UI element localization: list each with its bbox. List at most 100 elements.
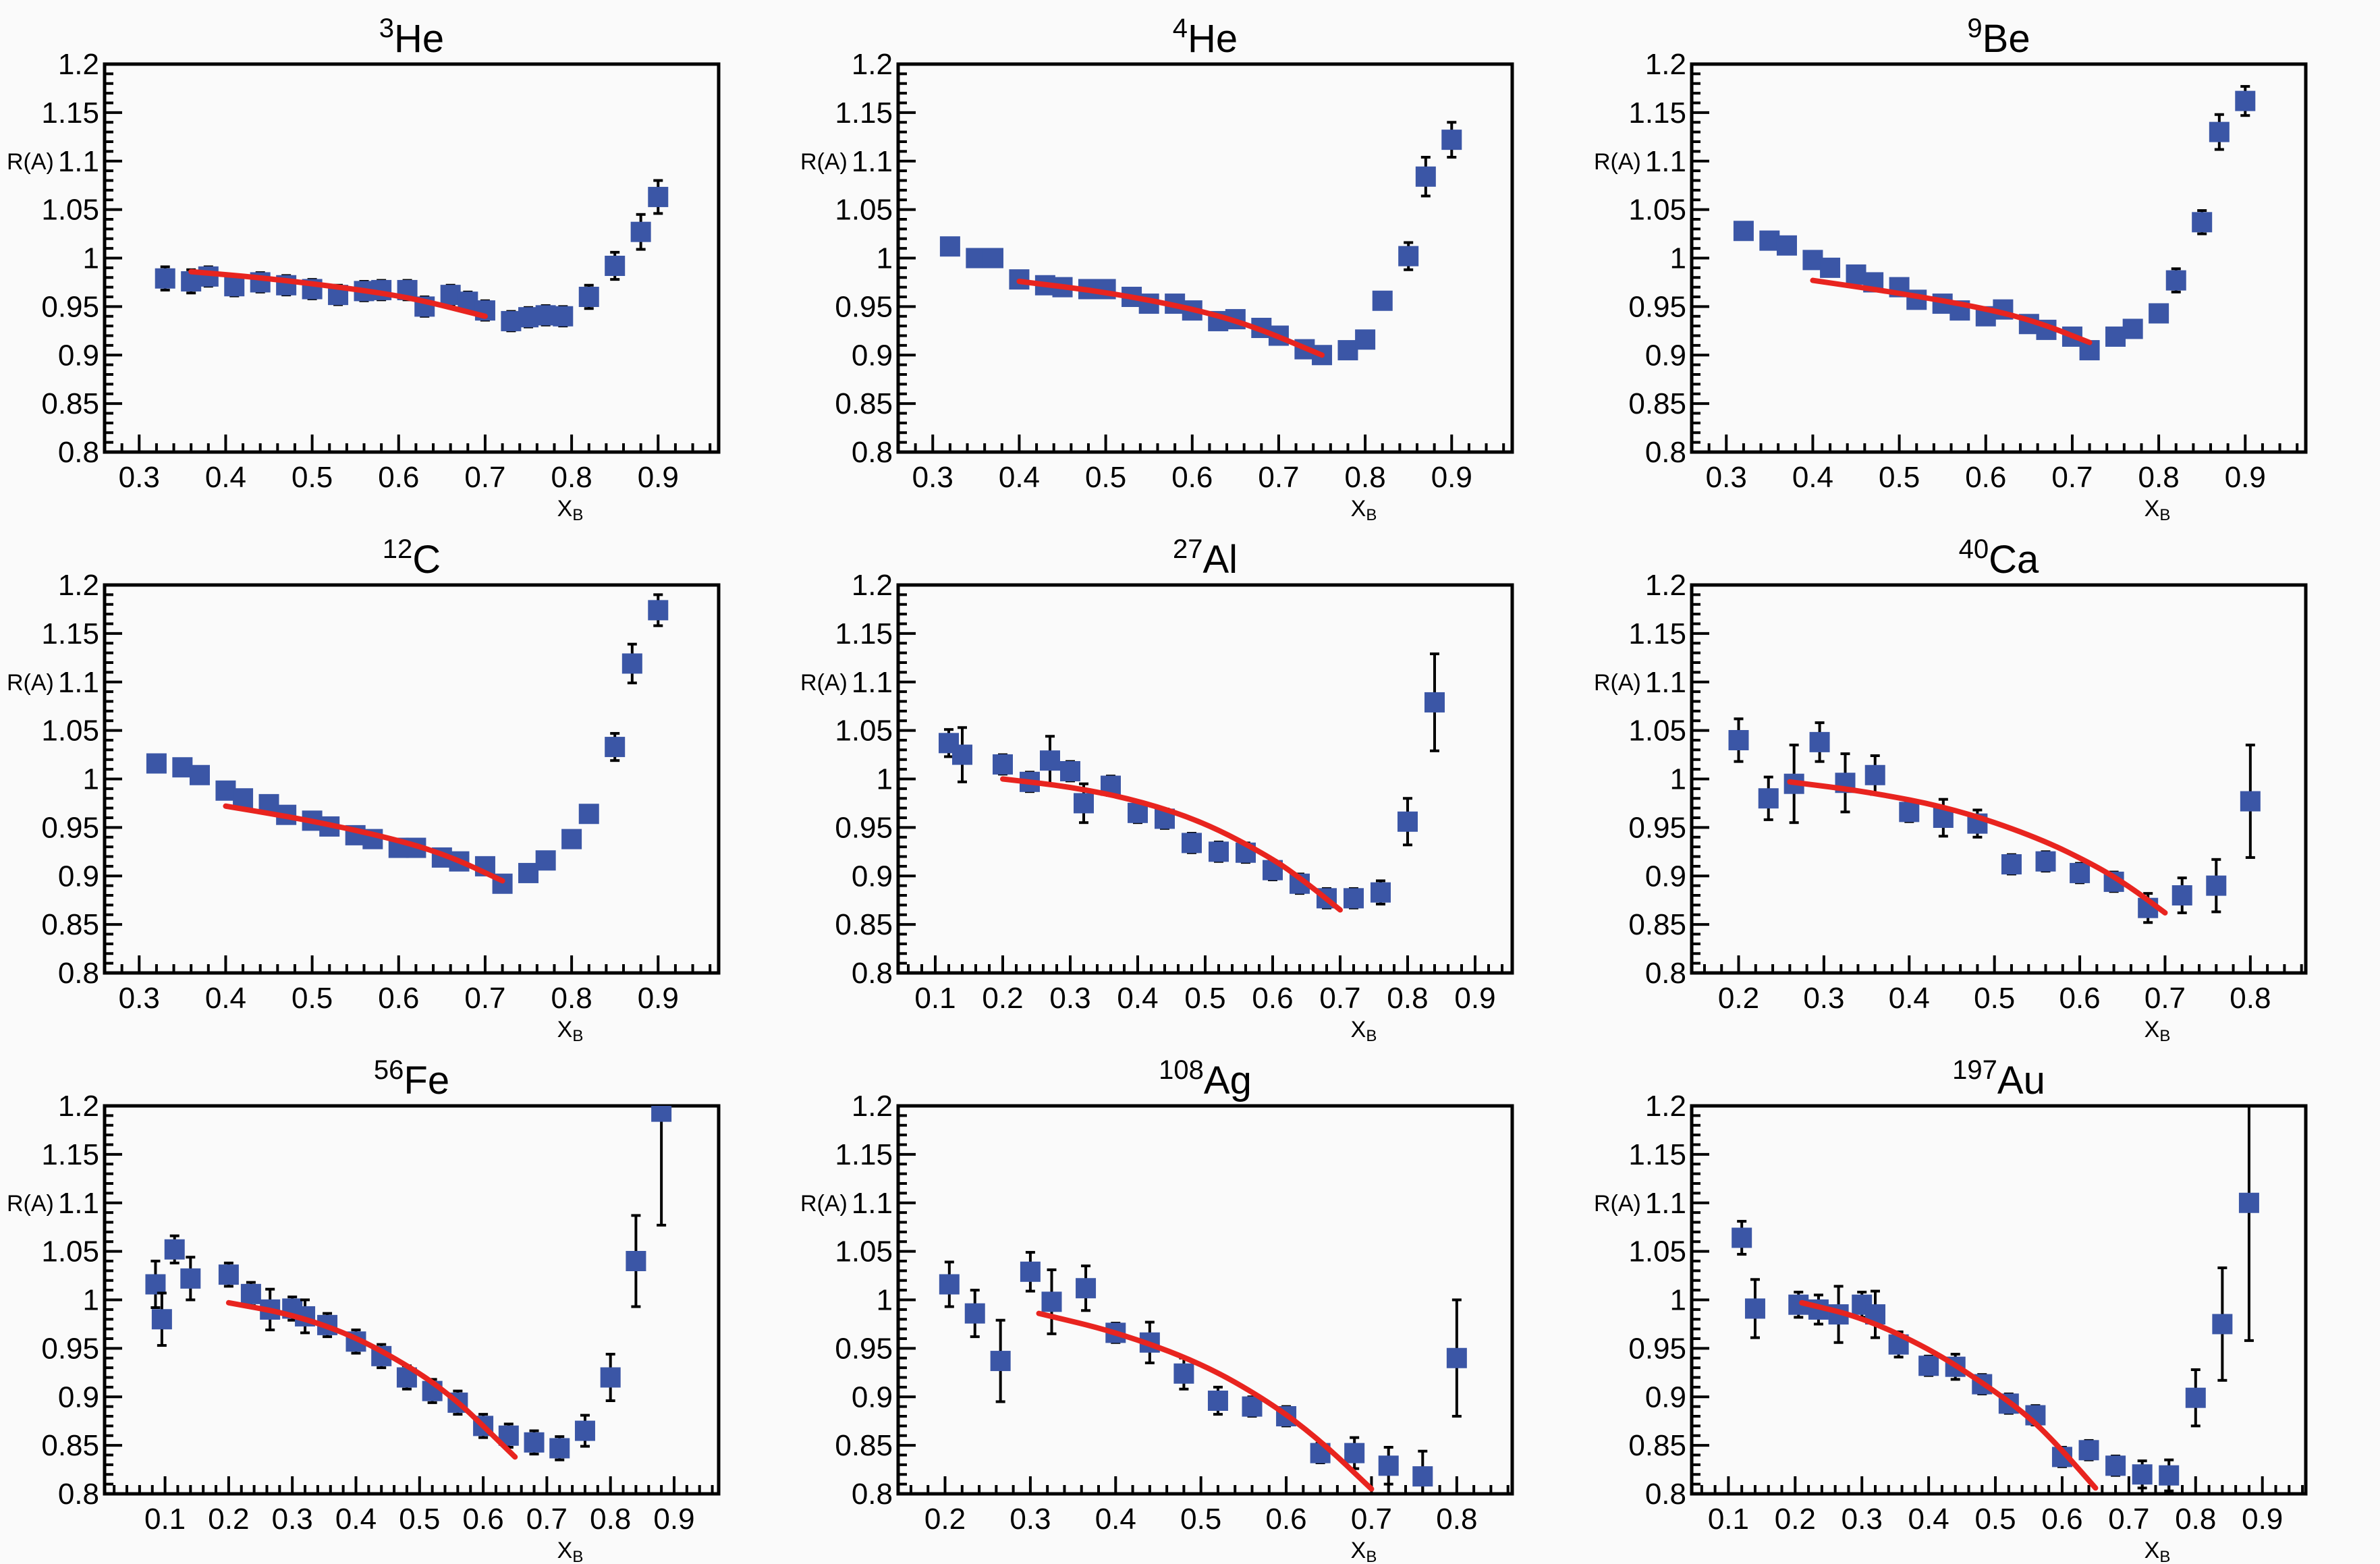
data-point <box>2149 303 2169 324</box>
title-element: He <box>1188 17 1238 61</box>
data-point <box>518 307 539 328</box>
data-point <box>939 236 960 257</box>
x-tick-label: 0.7 <box>2144 982 2186 1015</box>
data-point <box>1209 841 1229 862</box>
y-tick-label: 0.8 <box>852 957 893 990</box>
y-tick-label: 0.85 <box>835 1429 893 1462</box>
data-point <box>1242 1396 1263 1417</box>
data-series <box>1733 85 2256 361</box>
x-tick-label: 0.6 <box>1965 461 2006 494</box>
title-mass-number: 3 <box>379 13 394 43</box>
title-mass-number: 108 <box>1159 1055 1204 1085</box>
fit-curve <box>1016 279 1325 358</box>
x-tick-label: 0.8 <box>2175 1503 2216 1536</box>
data-point <box>1733 221 1754 242</box>
title-mass-number: 9 <box>1967 13 1982 43</box>
y-tick-label: 0.8 <box>852 1478 893 1511</box>
data-point <box>2165 270 2186 291</box>
y-tick-label: 1.15 <box>41 617 99 650</box>
x-tick-label: 0.3 <box>1706 461 1747 494</box>
x-tick-label: 0.6 <box>2059 982 2100 1015</box>
x-tick-label: 0.7 <box>526 1503 568 1536</box>
data-point <box>1864 764 1885 785</box>
data-point <box>1732 1227 1752 1248</box>
data-point <box>1074 793 1094 814</box>
data-point <box>1759 230 1780 251</box>
y-tick-label: 1 <box>1670 763 1686 796</box>
y-tick-label: 0.8 <box>58 436 99 469</box>
fit-curve <box>1036 1310 1375 1492</box>
x-tick-label: 0.5 <box>1180 1503 1221 1536</box>
data-point <box>1918 1356 1939 1376</box>
y-tick-label: 0.8 <box>852 436 893 469</box>
x-tick-label: 0.9 <box>2242 1503 2283 1536</box>
data-series <box>146 593 669 894</box>
y-tick-label: 0.9 <box>852 1380 893 1414</box>
y-tick-label: 1.15 <box>1628 617 1686 650</box>
chart-3he: 3He 0.8 0.85 0.9 0.95 1 1.05 1.1 1.15 1.2 0.3 0.4 0.… <box>7 13 721 524</box>
y-tick-label: 1.1 <box>58 145 99 178</box>
y-tick-label: 0.9 <box>58 339 99 372</box>
data-point <box>172 757 193 778</box>
y-tick-label: 0.9 <box>1645 339 1686 372</box>
y-tick-label: 0.85 <box>41 908 99 941</box>
data-point <box>1758 788 1779 809</box>
x-tick-label: 0.5 <box>292 461 333 494</box>
data-point <box>1372 290 1393 311</box>
x-tick-label: 0.9 <box>638 461 679 494</box>
y-axis-label: R(A) <box>1594 149 1641 175</box>
data-point <box>1446 1347 1467 1368</box>
data-point <box>218 1264 239 1285</box>
fit-curve <box>1810 277 2093 345</box>
data-point <box>605 737 626 758</box>
y-tick-label: 1 <box>1670 1284 1686 1317</box>
y-axis-label: R(A) <box>7 1191 54 1217</box>
data-point <box>952 744 972 765</box>
y-tick-label: 1.2 <box>1645 1090 1686 1123</box>
data-series <box>155 179 669 333</box>
x-axis-label: XB <box>557 1538 584 1564</box>
x-axis-label: XB <box>1351 496 1377 524</box>
chart-108ag: 108Ag 0.8 0.85 0.9 0.95 1 1.05 1.1 1.15 1.2 0.2 0.3… <box>800 1055 1514 1564</box>
x-tick-label: 0.4 <box>1095 1503 1136 1536</box>
data-point <box>1424 692 1445 713</box>
y-tick-label: 0.85 <box>1628 908 1686 941</box>
x-tick-label: 0.7 <box>1351 1503 1392 1536</box>
fit-curve <box>225 1300 518 1460</box>
x-tick-label: 0.8 <box>2138 461 2180 494</box>
x-tick-label: 0.2 <box>924 1503 966 1536</box>
data-point <box>535 850 556 871</box>
y-tick-label: 1.05 <box>41 1235 99 1268</box>
y-tick-label: 1.1 <box>1645 1187 1686 1220</box>
data-point <box>501 310 522 331</box>
y-tick-label: 1.2 <box>852 569 893 602</box>
y-tick-label: 1 <box>877 1284 893 1317</box>
data-point <box>578 804 599 825</box>
plot-frame <box>103 62 721 454</box>
data-point <box>2105 326 2126 347</box>
y-tick-label: 1.05 <box>1628 194 1686 227</box>
x-tick-label: 0.9 <box>1431 461 1472 494</box>
y-tick-label: 0.95 <box>835 290 893 323</box>
x-tick-label: 0.3 <box>272 1503 313 1536</box>
title-mass-number: 56 <box>374 1055 404 1085</box>
x-tick-label: 0.3 <box>1842 1503 1883 1536</box>
data-point <box>2035 851 2056 872</box>
title-mass-number: 197 <box>1952 1055 1997 1085</box>
y-tick-label: 0.8 <box>1645 957 1686 990</box>
data-point <box>1397 811 1418 832</box>
data-point <box>561 829 582 849</box>
panel-title: 56Fe <box>374 1055 449 1102</box>
data-point <box>1182 833 1202 854</box>
y-tick-label: 0.85 <box>835 387 893 420</box>
panel-title: 108Ag <box>1159 1055 1252 1102</box>
y-tick-label: 1.1 <box>852 145 893 178</box>
y-tick-label: 1.1 <box>58 666 99 699</box>
y-axis-label: R(A) <box>800 1191 848 1217</box>
data-point <box>145 1274 166 1295</box>
x-tick-label: 0.4 <box>1889 982 1930 1015</box>
y-tick-label: 1.1 <box>852 666 893 699</box>
data-point <box>1173 1363 1194 1384</box>
data-series <box>939 652 1445 913</box>
